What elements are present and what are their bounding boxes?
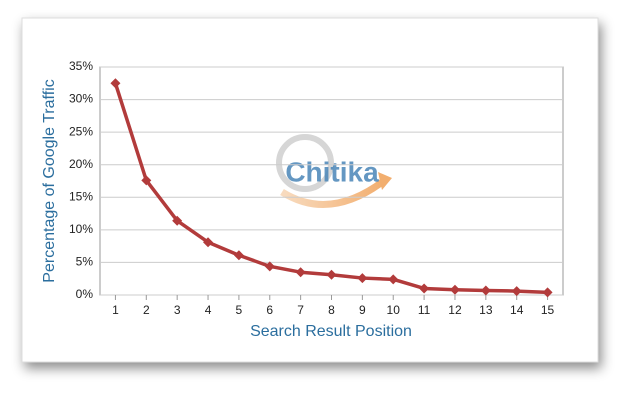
x-tick-label: 1 [112,303,119,317]
x-tick-label: 11 [418,303,431,317]
x-tick-label: 5 [236,303,243,317]
y-tick-label: 15% [69,189,93,203]
y-tick-label: 30% [69,92,93,106]
y-axis-label: Percentage of Google Traffic [41,79,58,282]
point [542,287,553,298]
point [388,274,399,285]
x-tick-label: 8 [328,303,335,317]
x-tick-label: 10 [387,303,401,317]
point [203,237,214,248]
x-tick-label: 6 [266,303,273,317]
point [419,283,430,294]
y-tick-label: 35% [69,59,93,73]
x-tick-label: 9 [359,303,366,317]
y-tick-label: 5% [76,255,94,269]
point [449,284,460,295]
point [480,285,491,296]
point [357,273,368,284]
point [110,78,121,89]
point [172,215,183,226]
x-tick-label: 3 [174,303,181,317]
x-tick-label: 12 [448,303,462,317]
point [326,269,337,280]
point [511,286,522,297]
x-axis-label: Search Result Position [250,323,412,340]
x-tick-label: 7 [297,303,304,317]
point [264,261,275,272]
watermark: Chitika [285,156,379,187]
y-tick-label: 0% [76,287,94,301]
x-tick-label: 2 [143,303,150,317]
y-tick-label: 25% [69,124,93,138]
y-tick-label: 10% [69,222,93,236]
x-tick-label: 13 [479,303,493,317]
y-tick-label: 20% [69,157,93,171]
point [295,267,306,278]
point [141,175,152,186]
x-tick-label: 15 [541,303,555,317]
x-tick-label: 14 [510,303,524,317]
point [233,250,244,261]
x-tick-label: 4 [205,303,212,317]
